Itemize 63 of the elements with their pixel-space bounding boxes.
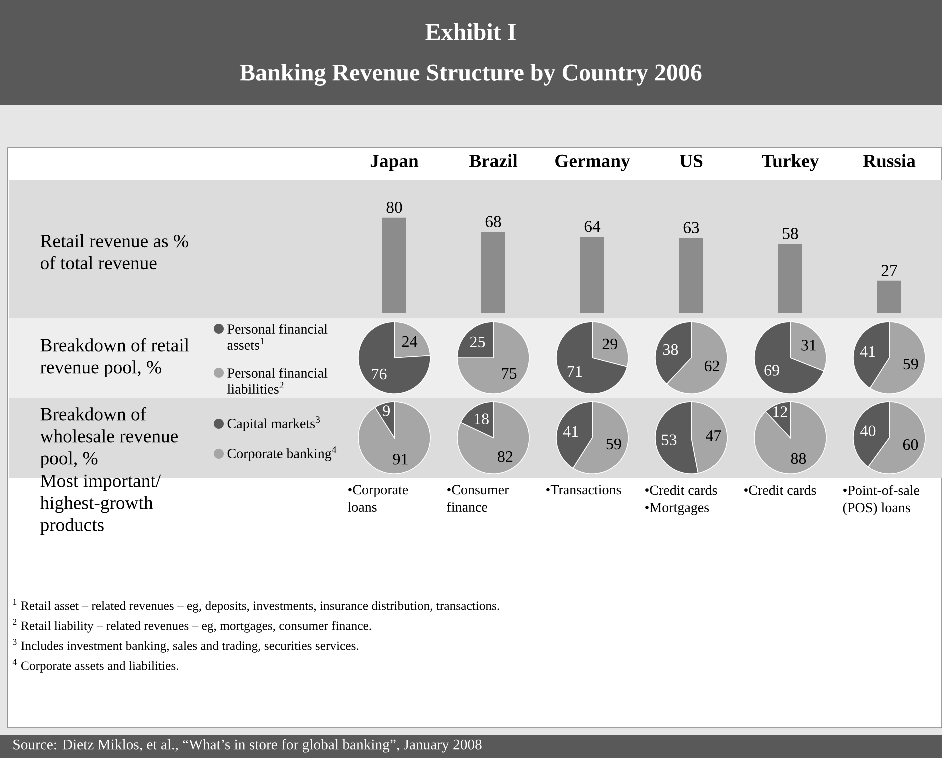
bar	[680, 238, 704, 313]
text: $^{4}$ Corporate assets and liabilities.	[12, 659, 178, 673]
data-label: 41	[563, 426, 578, 438]
data-label: 40	[860, 426, 876, 436]
x-tick-label: Germany	[556, 154, 630, 172]
data-label: 59	[606, 438, 622, 450]
bar	[382, 218, 407, 313]
data-label: 38	[664, 344, 678, 356]
text: $^{3}$ Includes investment banking, sales and trading, securities services.	[13, 639, 359, 653]
category-label: •Corporate loans	[348, 485, 408, 512]
legend-label: Personal financial liabilities$^{2}$	[228, 368, 328, 394]
data-label: 58	[783, 228, 798, 240]
data-label: 64	[584, 221, 601, 232]
data-label: 80	[386, 202, 402, 214]
x-tick-label: Brazil	[469, 154, 518, 168]
category-label: •Point-of-sale (POS) loans	[843, 485, 920, 516]
bar	[580, 236, 605, 313]
source-note: Source: Dietz Miklos, et al., “What’s in store for global banking”, January 2008	[14, 739, 482, 753]
data-label: 25	[470, 336, 486, 348]
data-label: 63	[684, 222, 700, 234]
data-label: 59	[904, 358, 918, 370]
data-label: 82	[498, 451, 513, 462]
data-label: 9	[383, 406, 390, 416]
data-label: 31	[802, 340, 816, 351]
data-label: 91	[393, 454, 408, 465]
chart-subtitle: Banking Revenue Structure by Country 2006	[240, 64, 702, 86]
text: Most important/ highest-growth products	[40, 474, 162, 536]
legend-label: Corporate banking$^{4}$	[228, 446, 337, 462]
x-tick-label: Japan	[370, 155, 419, 172]
x-tick-label: Turkey	[762, 154, 820, 172]
chart-title: Exhibit I	[426, 24, 516, 40]
data-label: 75	[502, 368, 517, 380]
data-label: 76	[372, 368, 387, 380]
data-label: 71	[568, 366, 582, 377]
x-tick-label: US	[680, 154, 703, 168]
data-label: 27	[882, 265, 898, 276]
x-tick-label: Russia	[863, 154, 916, 168]
text: $^{1}$ Retail asset – related revenues – eg, deposits, investments, insurance distribution, transactions.	[13, 599, 500, 613]
data-label: 88	[791, 453, 806, 464]
data-label: 68	[486, 216, 502, 228]
category-label: •Transactions	[546, 485, 622, 495]
data-label: 18	[474, 414, 489, 425]
text: Breakdown of retail revenue pool, %	[40, 338, 190, 378]
data-label: 41	[860, 346, 876, 358]
data-label: 29	[602, 338, 618, 350]
category-label: •Consumer finance	[447, 485, 510, 512]
text: $^{2}$ Retail liability – related revenues – eg, mortgages, consumer finance.	[13, 619, 372, 633]
data-label: 47	[706, 430, 722, 442]
bar	[778, 244, 803, 313]
legend-label: Personal financial assets$^{1}$	[228, 324, 328, 350]
data-label: 62	[704, 360, 720, 372]
category-label: •Credit cards •Mortgages	[646, 485, 718, 516]
bar	[878, 280, 902, 313]
text: Breakdown of wholesale revenue pool, %	[40, 407, 178, 469]
category-label: •Credit cards	[744, 485, 816, 496]
legend-label: Capital markets$^{3}$	[228, 416, 320, 432]
data-label: 53	[662, 434, 677, 446]
bar	[482, 232, 506, 313]
y-axis-title: Retail revenue as % of total revenue	[40, 234, 188, 270]
data-label: 60	[903, 439, 918, 450]
data-label: 69	[764, 365, 780, 376]
data-label: 24	[402, 336, 418, 348]
data-label: 12	[774, 406, 788, 418]
